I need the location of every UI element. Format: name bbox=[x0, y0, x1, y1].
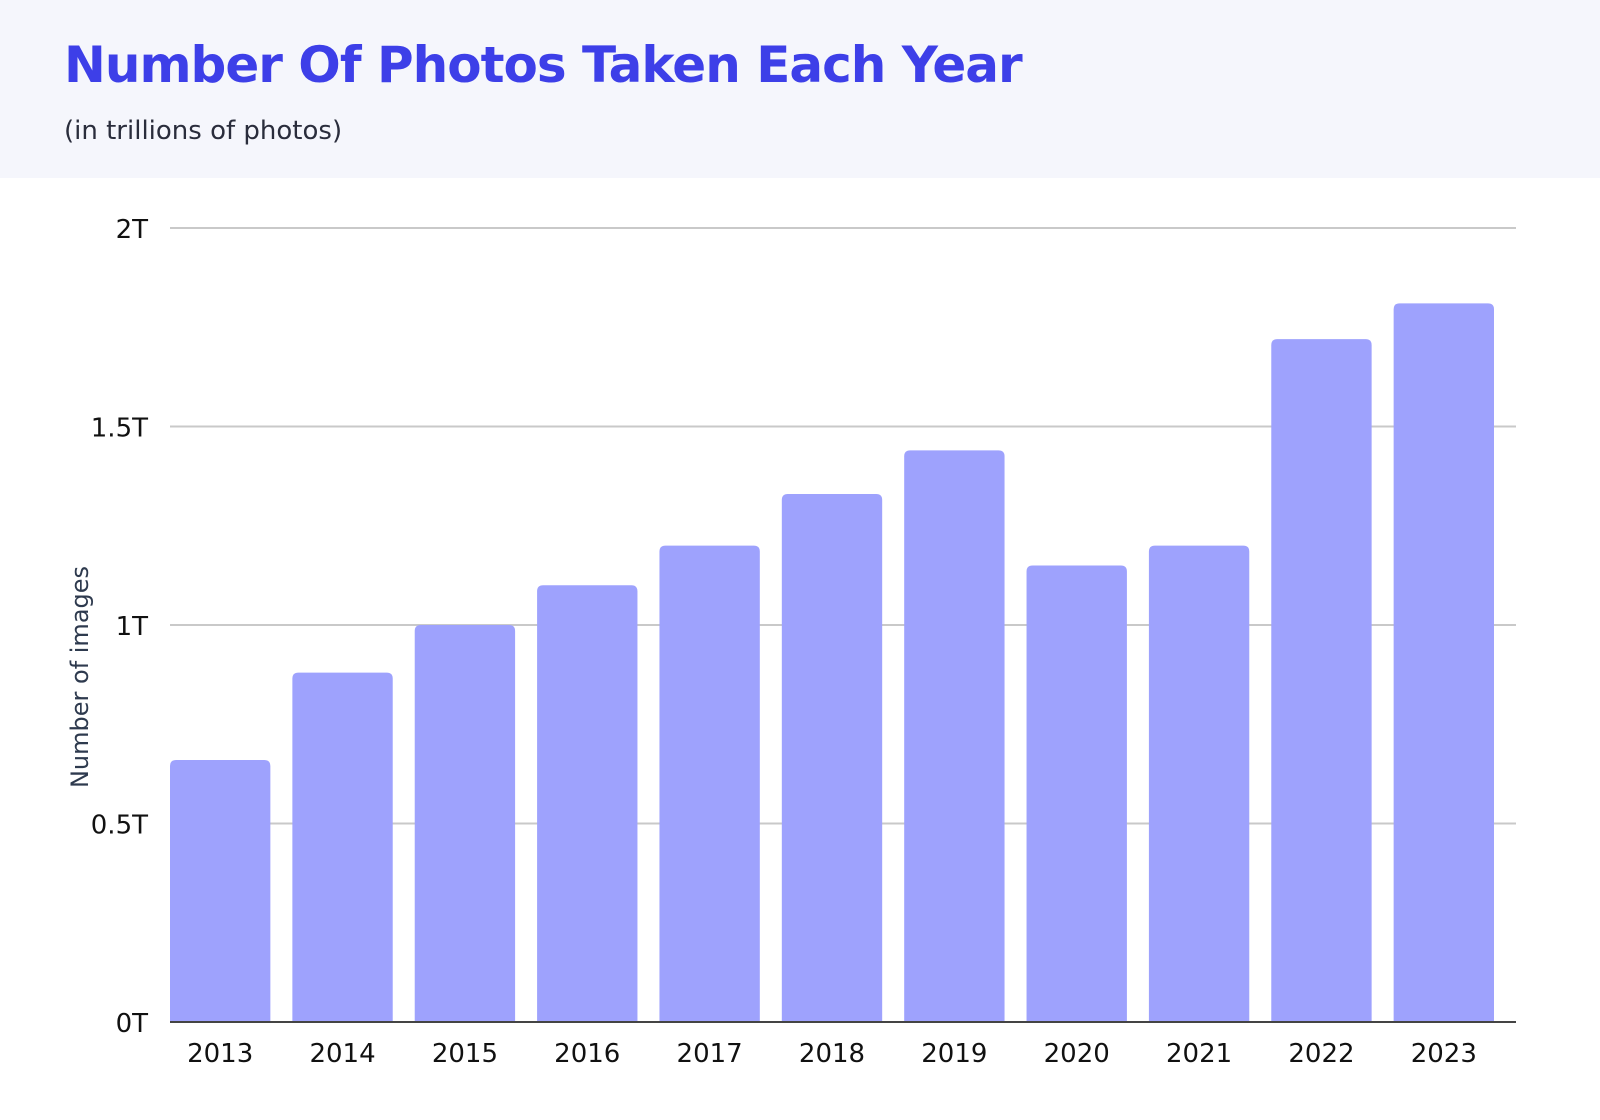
x-tick-labels: 2013 2014 2015 2016 2017 2018 2019 2020 2021 2022… bbox=[187, 1039, 1477, 1069]
bar-2019 bbox=[904, 450, 1005, 1022]
x-tick-label: 2013 bbox=[187, 1039, 253, 1069]
y-axis-label: Number of images bbox=[66, 566, 94, 788]
x-tick-label: 2021 bbox=[1166, 1039, 1232, 1069]
bar-2018 bbox=[781, 493, 883, 1022]
y-tick-label: 0T bbox=[116, 1009, 149, 1039]
x-tick-label: 2016 bbox=[554, 1039, 620, 1069]
bar-2013 bbox=[170, 759, 271, 1022]
bar-2015 bbox=[414, 625, 516, 1022]
x-tick-label: 2020 bbox=[1044, 1039, 1110, 1069]
y-tick-label: 0.5T bbox=[91, 811, 148, 841]
bar-2023 bbox=[1393, 303, 1494, 1022]
bars bbox=[170, 303, 1494, 1022]
x-tick-label: 2018 bbox=[799, 1039, 865, 1069]
y-tick-labels: 0T 0.5T 1T 1.5T 2T bbox=[91, 215, 148, 1039]
bar-2022 bbox=[1271, 339, 1372, 1022]
y-tick-label: 2T bbox=[116, 215, 149, 245]
y-tick-label: 1T bbox=[116, 612, 149, 642]
bar-2017 bbox=[659, 545, 760, 1022]
y-tick-label: 1.5T bbox=[91, 414, 148, 444]
x-tick-label: 2015 bbox=[432, 1039, 498, 1069]
bar-2016 bbox=[537, 585, 638, 1022]
x-tick-label: 2019 bbox=[921, 1039, 987, 1069]
x-tick-label: 2017 bbox=[677, 1039, 743, 1069]
x-tick-label: 2022 bbox=[1288, 1039, 1354, 1069]
bar-2020 bbox=[1026, 565, 1127, 1022]
chart-subtitle: (in trillions of photos) bbox=[64, 116, 343, 146]
x-tick-label: 2023 bbox=[1411, 1039, 1477, 1069]
chart-header: Number Of Photos Taken Each Year (in tri… bbox=[0, 0, 1600, 178]
x-tick-label: 2014 bbox=[309, 1039, 375, 1069]
chart-title: Number Of Photos Taken Each Year bbox=[64, 36, 1023, 94]
bar-2014 bbox=[292, 672, 393, 1022]
bar-chart: 0T 0.5T 1T 1.5T 2T 2013 2014 2015 2016 2017 2018 2… bbox=[0, 178, 1600, 1120]
bar-2021 bbox=[1148, 545, 1250, 1022]
